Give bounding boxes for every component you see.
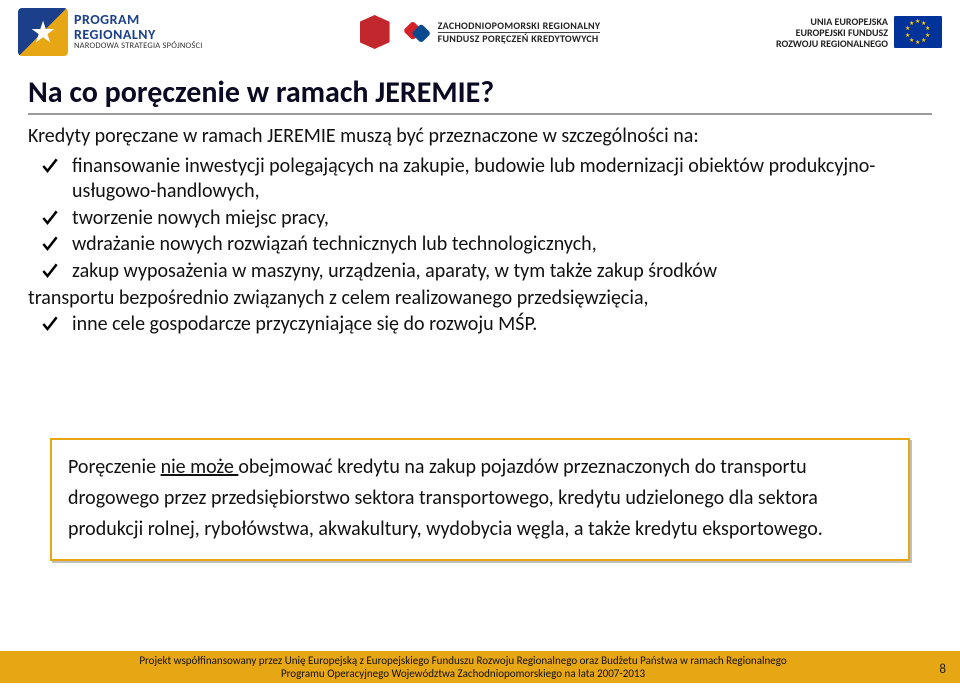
eu-line2: EUROPEJSKI FUNDUSZ — [776, 27, 888, 38]
bullet-list-2: inne cele gospodarcze przyczyniające się… — [28, 312, 928, 338]
check-icon — [40, 314, 60, 334]
callout-box: Poręczenie nie może obejmować kredytu na… — [50, 438, 910, 561]
lead-text: Kredyty poręczane w ramach JEREMIE muszą… — [28, 124, 928, 150]
eu-flag-icon: ★ ★ ★ ★ ★ ★ ★ ★ ★ ★ — [894, 16, 942, 48]
footer-bar: Projekt współfinansowany przez Unię Euro… — [0, 651, 960, 683]
check-icon — [40, 156, 60, 176]
program-label-sub: NARODOWA STRATEGIA SPÓJNOŚCI — [74, 42, 203, 51]
bullet-text: inne cele gospodarcze przyczyniające się… — [72, 312, 537, 336]
bullet-item: tworzenie nowych miejsc pracy, — [28, 206, 928, 232]
footer-line2: Programu Operacyjnego Województwa Zachod… — [139, 667, 786, 680]
footer: Projekt współfinansowany przez Unię Euro… — [0, 643, 960, 691]
body-content: Kredyty poręczane w ramach JEREMIE muszą… — [28, 124, 928, 339]
callout-underlined: nie może — [161, 455, 239, 479]
bullet-text: tworzenie nowych miejsc pracy, — [72, 206, 329, 230]
program-regionalny-text: PROGRAM REGIONALNY NARODOWA STRATEGIA SP… — [74, 13, 203, 51]
program-label-line2: REGIONALNY — [74, 28, 203, 43]
slide: ★ PROGRAM REGIONALNY NARODOWA STRATEGIA … — [0, 0, 960, 691]
eu-line3: ROZWOJU REGIONALNEGO — [776, 38, 888, 49]
logo-eu-block: UNIA EUROPEJSKA EUROPEJSKI FUNDUSZ ROZWO… — [692, 16, 942, 49]
bullet-text: finansowanie inwestycji polegających na … — [72, 154, 875, 204]
bullet-text: zakup wyposażenia w maszyny, urządzenia,… — [72, 259, 717, 283]
bullet-item: wdrażanie nowych rozwiązań technicznych … — [28, 232, 928, 258]
bullet-item: finansowanie inwestycji polegających na … — [28, 154, 928, 205]
program-regionalny-icon: ★ — [18, 8, 68, 56]
footer-text: Projekt współfinansowany przez Unię Euro… — [139, 654, 786, 680]
center-line2: FUNDUSZ PORĘCZEŃ KREDYTOWYCH — [438, 33, 601, 44]
page-title: Na co poręczenie w ramach JEREMIE? — [28, 74, 932, 115]
bullet-list: finansowanie inwestycji polegających na … — [28, 154, 928, 285]
callout-prefix: Poręczenie — [68, 455, 161, 479]
check-icon — [40, 261, 60, 281]
logo-center-text: ZACHODNIOPOMORSKI REGIONALNY FUNDUSZ POR… — [438, 20, 601, 44]
eu-text: UNIA EUROPEJSKA EUROPEJSKI FUNDUSZ ROZWO… — [776, 16, 888, 49]
fpk-icon — [402, 17, 432, 47]
logo-program-regionalny-block: ★ PROGRAM REGIONALNY NARODOWA STRATEGIA … — [18, 8, 268, 56]
bullet-item: inne cele gospodarcze przyczyniające się… — [28, 312, 928, 338]
bullet-item: zakup wyposażenia w maszyny, urządzenia,… — [28, 259, 928, 285]
eu-line1: UNIA EUROPEJSKA — [776, 16, 888, 27]
logo-strip: ★ PROGRAM REGIONALNY NARODOWA STRATEGIA … — [0, 4, 960, 60]
page-number: 8 — [939, 662, 946, 677]
bullet-text: wdrażanie nowych rozwiązań technicznych … — [72, 232, 597, 256]
footer-line1: Projekt współfinansowany przez Unię Euro… — [139, 654, 786, 667]
logo-center-block: ZACHODNIOPOMORSKI REGIONALNY FUNDUSZ POR… — [290, 15, 670, 49]
check-icon — [40, 208, 60, 228]
griffin-icon — [360, 15, 390, 49]
check-icon — [40, 234, 60, 254]
bullet-continuation: transportu bezpośrednio związanych z cel… — [28, 286, 928, 312]
